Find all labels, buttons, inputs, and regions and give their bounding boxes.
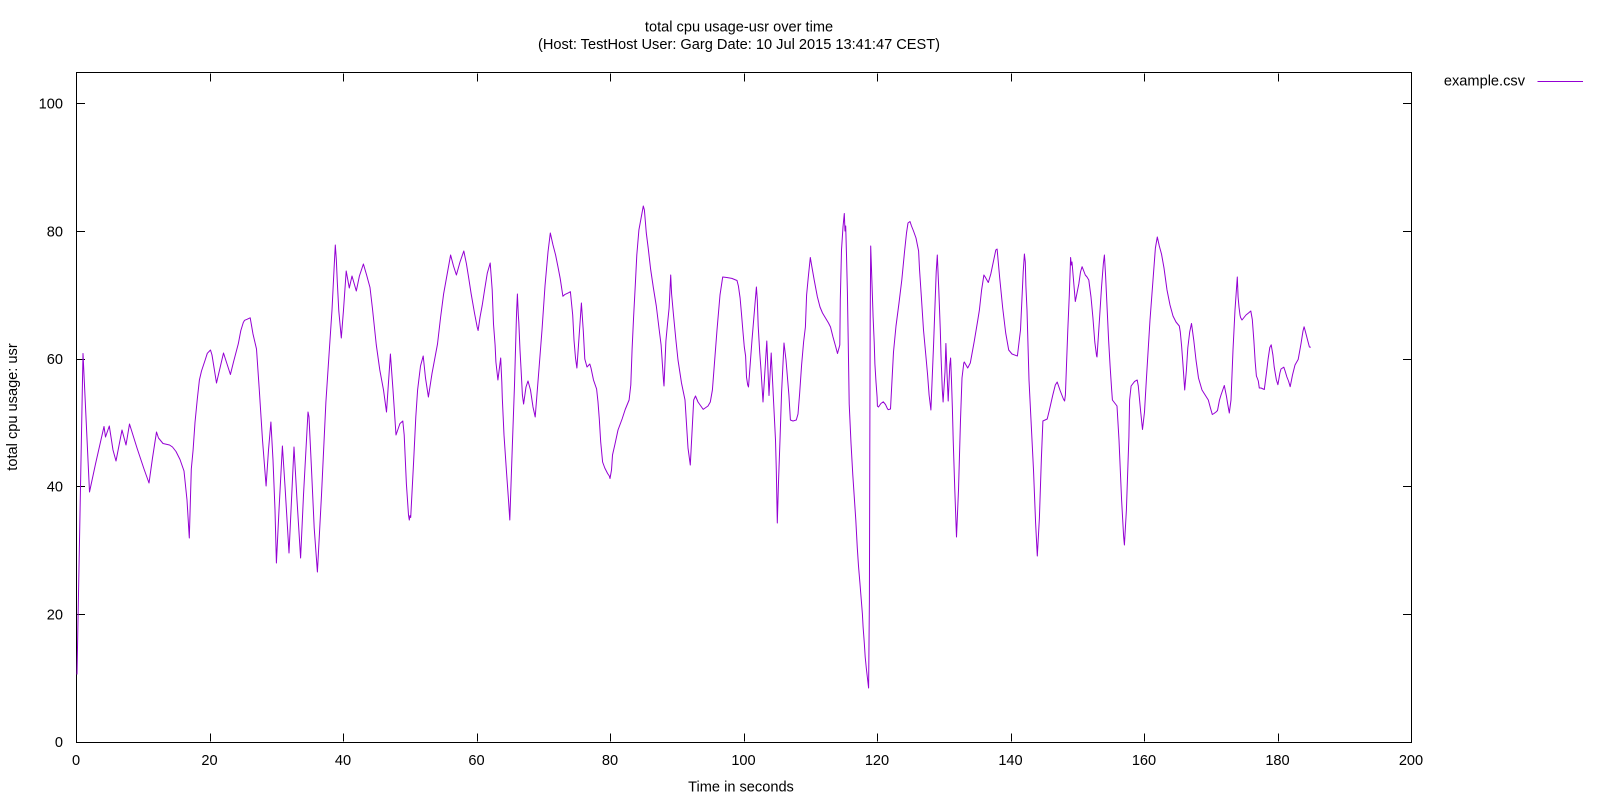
svg-text:example.csv: example.csv (1444, 74, 1526, 90)
svg-text:160: 160 (1132, 753, 1156, 769)
svg-text:(Host: TestHost User: Garg Dat: (Host: TestHost User: Garg Date: 10 Jul … (538, 37, 940, 53)
svg-text:40: 40 (47, 480, 63, 496)
svg-text:Time in seconds: Time in seconds (688, 780, 794, 796)
svg-text:0: 0 (55, 735, 63, 751)
svg-text:100: 100 (39, 97, 63, 113)
svg-text:200: 200 (1399, 753, 1423, 769)
svg-text:80: 80 (47, 224, 63, 240)
svg-text:140: 140 (998, 753, 1022, 769)
svg-text:total cpu usage-usr over time: total cpu usage-usr over time (645, 20, 833, 36)
svg-text:80: 80 (602, 753, 618, 769)
svg-text:20: 20 (47, 607, 63, 623)
svg-text:120: 120 (865, 753, 889, 769)
svg-text:100: 100 (731, 753, 755, 769)
svg-text:60: 60 (468, 753, 484, 769)
svg-text:0: 0 (72, 753, 80, 769)
svg-text:total cpu usage: usr: total cpu usage: usr (5, 343, 21, 471)
svg-text:180: 180 (1265, 753, 1289, 769)
svg-text:20: 20 (201, 753, 217, 769)
svg-text:60: 60 (47, 352, 63, 368)
svg-text:40: 40 (335, 753, 351, 769)
